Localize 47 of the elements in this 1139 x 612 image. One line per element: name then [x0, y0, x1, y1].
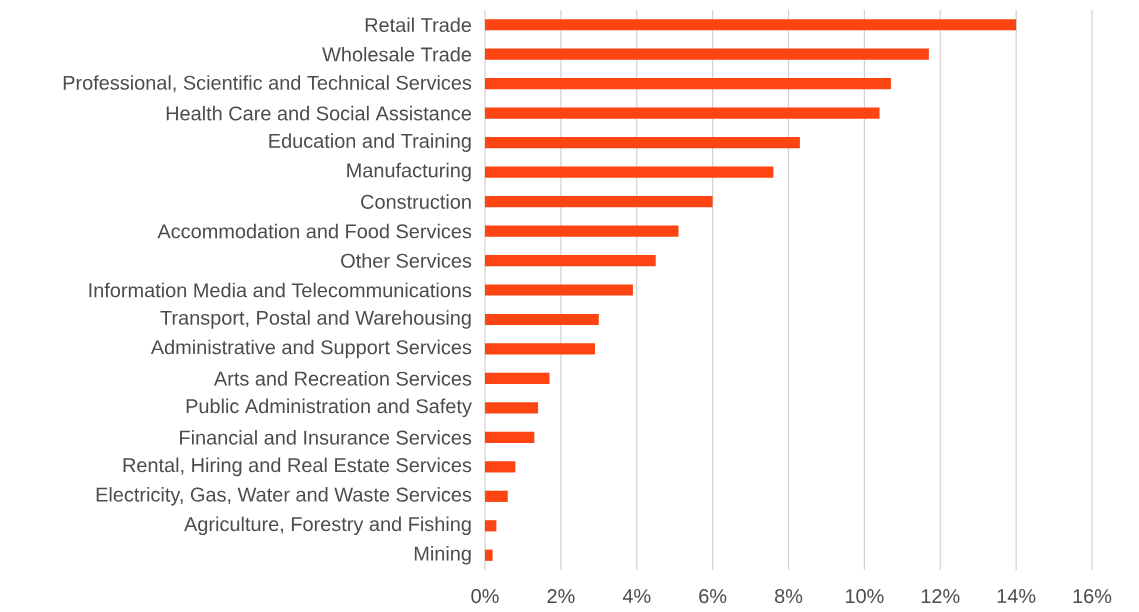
y-tick-label: Manufacturing	[347, 162, 471, 182]
x-tick-label: 0%	[471, 589, 499, 604]
bar	[485, 254, 656, 267]
y-tick-label: Rental, Hiring and Real Estate Services	[123, 457, 472, 477]
y-tick-label: Retail Trade	[365, 17, 472, 33]
bar	[485, 225, 679, 237]
y-tick-label: Accommodation and Food Services	[157, 223, 472, 239]
bar	[485, 461, 516, 473]
bar	[485, 284, 633, 296]
x-tick-label: 16%	[1073, 589, 1112, 604]
x-tick-label: 10%	[845, 589, 884, 604]
bar	[485, 343, 596, 355]
y-tick-label: Public Administration and Safety	[186, 398, 472, 418]
x-tick-label: 4%	[622, 589, 651, 603]
bar	[485, 549, 493, 561]
x-tick-label: 6%	[699, 589, 727, 604]
bar	[485, 431, 535, 443]
bar	[485, 372, 550, 385]
bar	[485, 166, 774, 178]
x-tick-label: 14%	[997, 589, 1036, 603]
bar	[485, 490, 508, 502]
y-tick-label: Administrative and Support Services	[150, 339, 472, 359]
x-tick-label: 12%	[921, 589, 960, 604]
y-tick-label: Transport, Postal and Warehousing	[160, 310, 471, 329]
y-tick-label: Education and Training	[269, 133, 471, 152]
y-tick-label: Health Care and Social Assistance	[166, 105, 472, 121]
y-tick-label: Agriculture, Forestry and Fishing	[184, 516, 471, 536]
bar	[485, 78, 891, 90]
bar	[485, 520, 497, 532]
bar	[485, 48, 929, 60]
bar	[485, 19, 1017, 31]
x-tick-label: 2%	[547, 589, 575, 604]
bar	[485, 137, 800, 149]
y-tick-label: Information Media and Telecommunications	[89, 282, 472, 298]
y-tick-label: Other Services	[341, 253, 472, 268]
y-tick-label: Electricity, Gas, Water and Waste Services	[96, 487, 472, 506]
y-tick-label: Construction	[361, 194, 471, 209]
y-tick-label: Wholesale Trade	[322, 46, 472, 62]
bar	[485, 313, 599, 326]
bar	[485, 107, 880, 119]
bar	[485, 195, 713, 208]
y-tick-label: Professional, Scientific and Technical Services	[63, 75, 472, 93]
y-tick-label: Financial and Insurance Services	[180, 430, 472, 445]
y-tick-label: Mining	[414, 545, 471, 565]
y-tick-label: Arts and Recreation Services	[213, 371, 472, 386]
x-tick-label: 8%	[774, 589, 803, 604]
bar	[485, 402, 539, 414]
